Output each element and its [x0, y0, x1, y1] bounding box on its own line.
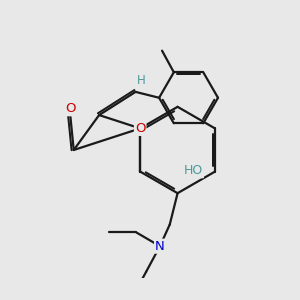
Text: O: O	[66, 102, 76, 115]
Text: O: O	[135, 122, 146, 135]
Text: N: N	[155, 240, 165, 253]
Text: HO: HO	[184, 164, 203, 177]
Text: H: H	[137, 74, 146, 87]
